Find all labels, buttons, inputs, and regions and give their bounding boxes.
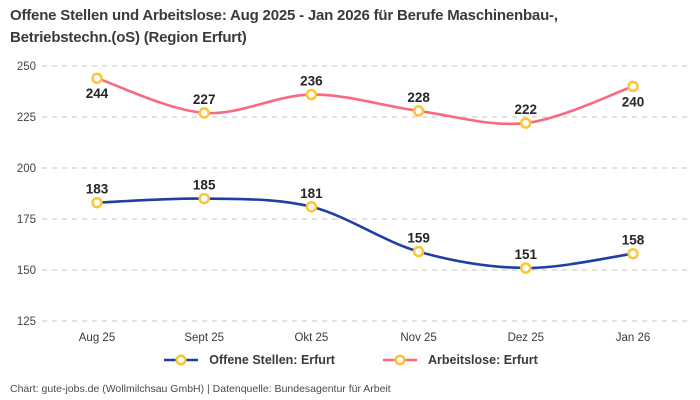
data-point[interactable] (305, 88, 318, 101)
legend: Offene Stellen: Erfurt Arbeitslose: Erfu… (0, 353, 700, 367)
data-label: 183 (86, 182, 109, 197)
x-axis-tick-label: Okt 25 (294, 332, 328, 344)
x-axis-tick-label: Dez 25 (508, 332, 544, 344)
series-line (95, 76, 635, 126)
chart-title-line-1: Offene Stellen und Arbeitslose: Aug 2025… (10, 7, 558, 24)
data-label: 222 (515, 102, 538, 117)
x-axis-tick-label: Nov 25 (400, 332, 436, 344)
data-point[interactable] (198, 107, 210, 119)
data-label: 158 (622, 233, 645, 248)
data-point[interactable] (412, 105, 425, 117)
data-point[interactable] (91, 196, 103, 209)
data-point[interactable] (198, 192, 210, 205)
legend-line-marker-icon (164, 354, 199, 366)
legend-label-arbeitslose: Arbeitslose: Erfurt (427, 353, 538, 367)
data-point[interactable] (412, 245, 425, 258)
y-axis-tick-label: 200 (17, 163, 36, 175)
data-point[interactable] (627, 247, 639, 260)
data-point[interactable] (91, 72, 103, 84)
legend-item-arbeitslose[interactable]: Arbeitslose: Erfurt (381, 353, 538, 367)
legend-item-offene-stellen[interactable]: Offene Stellen: Erfurt (162, 353, 335, 367)
x-axis-tick-label: Sept 25 (184, 332, 224, 344)
data-point[interactable] (627, 80, 639, 93)
legend-line-marker-icon (382, 354, 417, 366)
y-axis-tick-label: 225 (17, 112, 36, 124)
data-point[interactable] (520, 262, 532, 274)
chart-title-line-2: Betriebstechn.(oS) (Region Erfurt) (10, 28, 247, 46)
y-axis-tick-label: 150 (17, 265, 36, 277)
y-axis-tick-label: 250 (17, 61, 36, 73)
x-axis-tick-label: Aug 25 (79, 332, 115, 344)
y-axis-tick-label: 125 (17, 316, 36, 328)
data-label: 151 (515, 247, 538, 262)
data-label: 159 (407, 231, 430, 246)
data-label: 228 (407, 90, 430, 105)
x-axis-tick-label: Jan 26 (616, 332, 651, 344)
data-point[interactable] (520, 117, 532, 129)
data-label: 227 (193, 92, 216, 107)
data-label: 185 (193, 178, 216, 193)
legend-label-offene-stellen: Offene Stellen: Erfurt (209, 353, 335, 367)
data-label: 240 (622, 94, 645, 109)
series-line (95, 197, 635, 270)
data-label: 244 (86, 86, 109, 101)
data-label: 181 (300, 186, 323, 201)
data-label: 236 (300, 74, 323, 89)
chart-attribution: Chart: gute-jobs.de (Wollmilchsau GmbH) … (10, 383, 391, 395)
chart-title: Offene Stellen und Arbeitslose: Aug 2025… (10, 5, 558, 49)
line-chart: 125 150 175 200 225 250 Aug 25 Sept 25 Okt 25 Nov… (17, 61, 688, 344)
data-point[interactable] (305, 201, 318, 213)
y-axis-tick-label: 175 (17, 214, 36, 226)
